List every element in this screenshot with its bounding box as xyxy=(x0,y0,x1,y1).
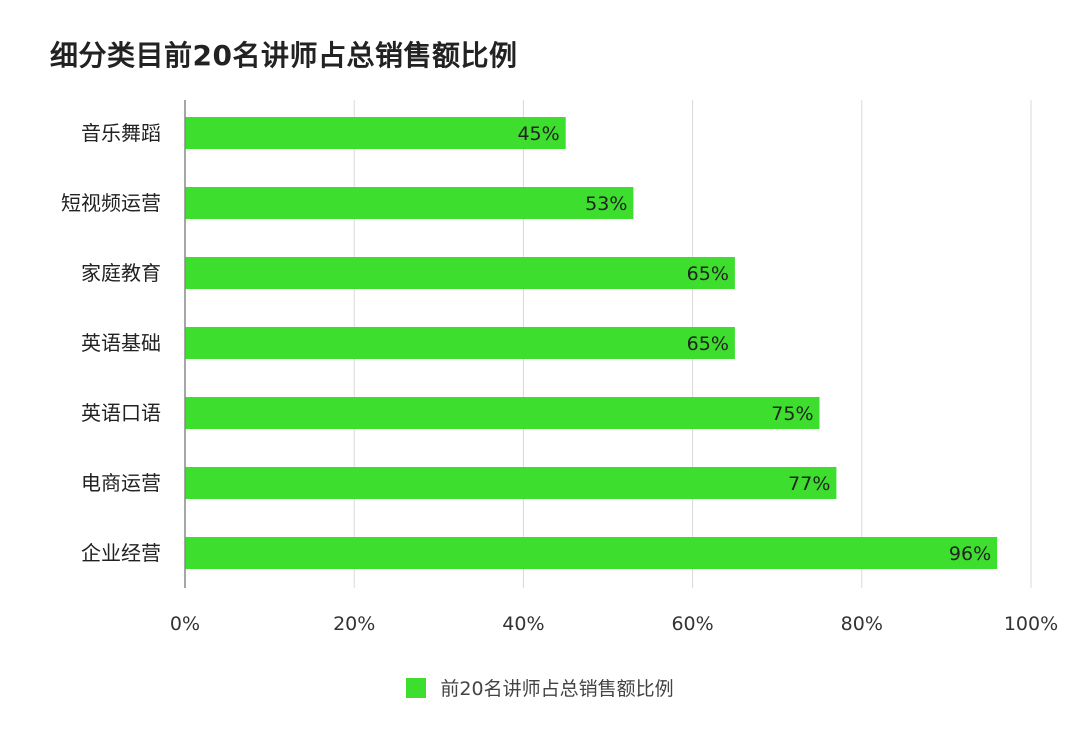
x-tick-labels: 0% 20% 40% 60% 80% 100% xyxy=(170,613,1058,635)
x-tick-label: 40% xyxy=(502,613,544,635)
category-label: 企业经营 xyxy=(81,541,161,565)
bar xyxy=(185,327,735,359)
chart-title: 细分类目前20名讲师占总销售额比例 xyxy=(50,39,518,72)
x-tick-label: 100% xyxy=(1004,613,1058,635)
category-label: 英语基础 xyxy=(81,331,161,355)
legend: 前20名讲师占总销售额比例 xyxy=(0,674,1080,701)
bar xyxy=(185,117,566,149)
bar xyxy=(185,397,820,429)
category-label: 音乐舞蹈 xyxy=(81,121,161,145)
bar-value-label: 45% xyxy=(517,123,559,145)
bar xyxy=(185,537,998,569)
bar-value-label: 77% xyxy=(788,473,830,495)
x-tick-label: 60% xyxy=(671,613,713,635)
bar-value-label: 53% xyxy=(585,193,627,215)
bar-chart: 45% 53% 65% 65% 75% 77% 96% 音乐舞蹈短视频运营家庭教育英语基础英… xyxy=(61,100,1058,635)
x-tick-label: 80% xyxy=(841,613,883,635)
bars xyxy=(185,117,998,569)
bar xyxy=(185,187,634,219)
category-label: 家庭教育 xyxy=(81,261,161,285)
category-label: 英语口语 xyxy=(81,401,161,425)
category-label: 短视频运营 xyxy=(61,191,161,215)
x-tick-label: 20% xyxy=(333,613,375,635)
legend-swatch xyxy=(406,677,427,698)
bar-value-label: 65% xyxy=(687,263,729,285)
category-label: 电商运营 xyxy=(81,471,161,495)
bar-value-label: 96% xyxy=(949,543,991,565)
bar-value-label: 75% xyxy=(771,403,813,425)
bar xyxy=(185,257,735,289)
bar xyxy=(185,467,837,499)
data-labels: 45% 53% 65% 65% 75% 77% 96% xyxy=(517,123,991,565)
legend-label: 前20名讲师占总销售额比例 xyxy=(440,678,674,700)
x-tick-label: 0% xyxy=(170,613,200,635)
bar-value-label: 65% xyxy=(687,333,729,355)
